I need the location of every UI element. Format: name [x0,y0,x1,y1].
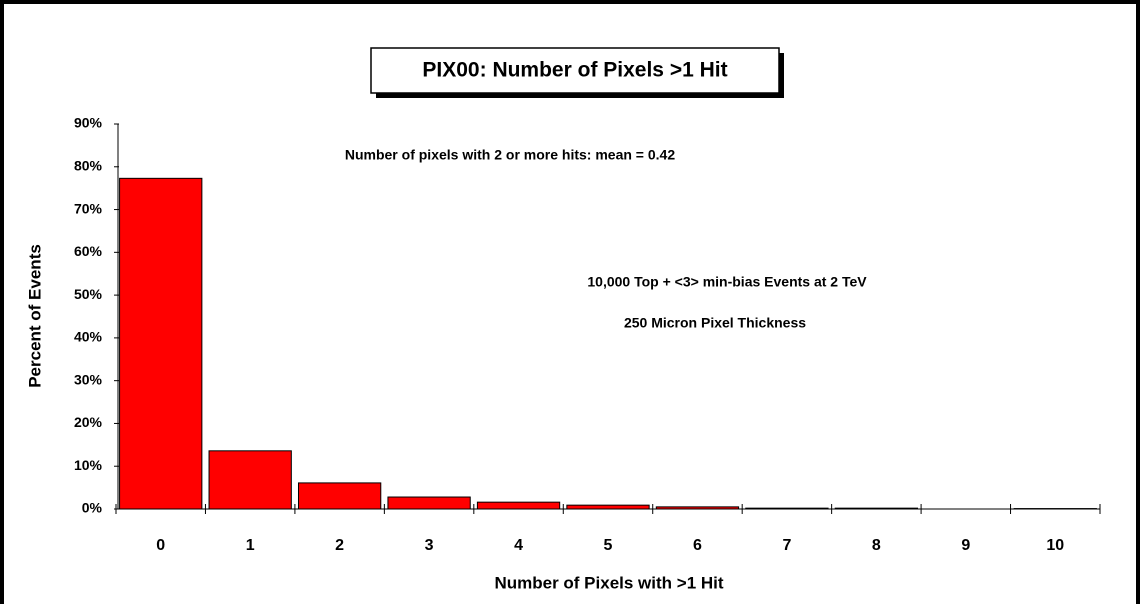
x-tick-label: 8 [872,537,881,554]
bar [476,501,561,510]
y-tick-label: 90% [74,115,103,131]
x-tick-label: 7 [782,537,791,554]
bar [119,177,203,510]
y-tick-label: 40% [74,329,103,345]
x-tick-label: 4 [514,537,523,554]
x-tick-label: 3 [425,537,434,554]
y-tick-label: 50% [74,286,103,302]
y-tick-label: 10% [74,457,103,473]
y-tick-label: 0% [82,500,103,516]
bar [387,496,471,510]
chart-title: PIX00: Number of Pixels >1 Hit [422,59,727,82]
bar [208,450,292,510]
y-tick-label: 60% [74,243,103,259]
x-tick-label: 5 [604,537,613,554]
x-tick-label: 0 [156,537,165,554]
x-tick-label: 9 [961,537,970,554]
y-tick-label: 20% [74,414,103,430]
bar [297,482,382,510]
annotation: Number of pixels with 2 or more hits: me… [345,147,675,163]
annotation: 250 Micron Pixel Thickness [624,315,806,331]
title-box [370,47,780,94]
x-tick-label: 10 [1046,537,1064,554]
x-axis-label: Number of Pixels with >1 Hit [494,573,723,592]
y-tick-label: 30% [74,371,103,387]
bar [566,504,650,510]
bar [655,506,740,510]
annotation: 10,000 Top + <3> min-bias Events at 2 Te… [587,274,867,290]
x-tick-label: 6 [693,537,702,554]
y-axis-label: Percent of Events [25,244,44,388]
bar [745,507,829,510]
y-tick-label: 70% [74,200,103,216]
bar [834,507,919,510]
x-tick-label: 2 [335,537,344,554]
x-tick-label: 1 [246,537,255,554]
y-tick-label: 80% [74,157,103,173]
